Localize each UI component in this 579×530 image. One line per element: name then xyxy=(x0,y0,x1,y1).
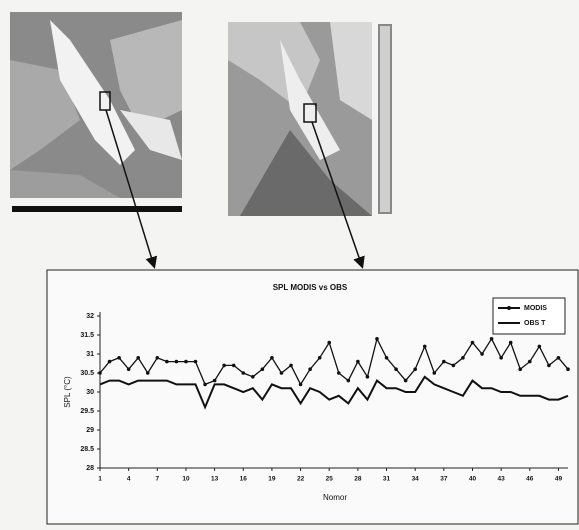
point xyxy=(203,382,207,387)
y-axis-label: SPL (°C) xyxy=(63,376,72,408)
point xyxy=(270,356,274,360)
point xyxy=(375,337,379,341)
point xyxy=(251,375,255,379)
y-tick-label: 29.5 xyxy=(80,408,94,415)
point xyxy=(451,363,456,368)
point xyxy=(327,340,332,345)
point xyxy=(298,382,303,387)
point xyxy=(212,378,217,383)
point xyxy=(174,359,179,364)
y-tick-label: 31.5 xyxy=(80,332,94,339)
point xyxy=(136,356,141,360)
x-tick-label: 49 xyxy=(555,476,563,483)
point xyxy=(403,378,408,383)
point xyxy=(365,375,370,379)
point xyxy=(308,367,312,372)
point xyxy=(461,356,465,360)
point xyxy=(346,378,351,383)
right-map xyxy=(228,22,392,216)
point xyxy=(413,367,417,372)
x-tick-label: 25 xyxy=(326,476,334,483)
point xyxy=(566,367,570,372)
point xyxy=(117,356,121,360)
point xyxy=(260,367,265,372)
point xyxy=(165,359,169,364)
x-axis-label: Nomor xyxy=(323,493,347,502)
point xyxy=(394,367,398,372)
chart-title: SPL MODIS vs OBS xyxy=(273,283,348,292)
point xyxy=(432,371,437,375)
point xyxy=(422,344,427,349)
y-tick-label: 30.5 xyxy=(80,370,94,377)
point xyxy=(222,363,226,368)
x-tick-label: 7 xyxy=(155,476,159,483)
x-tick-label: 46 xyxy=(526,476,534,483)
y-tick-label: 28 xyxy=(86,465,94,472)
x-tick-label: 28 xyxy=(354,476,362,483)
legend-label: MODIS xyxy=(524,305,547,312)
point xyxy=(537,344,542,349)
point xyxy=(442,359,446,364)
x-tick-label: 4 xyxy=(127,476,131,483)
point xyxy=(241,371,246,375)
y-tick-label: 32 xyxy=(86,313,94,320)
point xyxy=(547,363,551,368)
legend-label: OBS T xyxy=(524,320,546,327)
point xyxy=(489,337,494,341)
point xyxy=(527,359,532,364)
point xyxy=(98,371,102,375)
arrow xyxy=(311,121,365,269)
point xyxy=(518,367,523,372)
x-tick-label: 22 xyxy=(297,476,305,483)
point xyxy=(193,359,198,364)
x-tick-label: 40 xyxy=(469,476,477,483)
point xyxy=(126,367,131,372)
point xyxy=(470,340,475,345)
point xyxy=(356,359,360,364)
point xyxy=(231,363,236,368)
arrow xyxy=(105,109,158,269)
point xyxy=(336,371,341,375)
y-tick-label: 31 xyxy=(86,351,94,358)
point xyxy=(107,359,112,364)
point xyxy=(384,356,389,360)
y-tick-label: 28.5 xyxy=(80,446,94,453)
legend-marker xyxy=(507,306,511,310)
x-tick-label: 19 xyxy=(268,476,276,483)
point xyxy=(145,371,150,375)
y-tick-label: 29 xyxy=(86,427,94,434)
y-tick-label: 30 xyxy=(86,389,94,396)
chart-frame xyxy=(46,269,579,525)
x-tick-label: 1 xyxy=(98,476,102,483)
point xyxy=(155,356,160,360)
point xyxy=(499,356,503,360)
point xyxy=(317,356,322,360)
point xyxy=(289,363,293,368)
x-tick-label: 43 xyxy=(498,476,506,483)
x-tick-label: 13 xyxy=(211,476,219,483)
x-tick-label: 37 xyxy=(440,476,448,483)
legend xyxy=(492,297,566,335)
x-tick-label: 16 xyxy=(240,476,248,483)
point xyxy=(279,371,284,375)
point xyxy=(508,340,513,345)
series-line xyxy=(99,375,569,410)
x-tick-label: 10 xyxy=(182,476,190,483)
x-tick-label: 31 xyxy=(383,476,391,483)
point xyxy=(556,356,561,360)
point xyxy=(480,352,484,356)
point xyxy=(184,359,188,364)
x-tick-label: 34 xyxy=(412,476,420,483)
left-map xyxy=(10,12,182,212)
